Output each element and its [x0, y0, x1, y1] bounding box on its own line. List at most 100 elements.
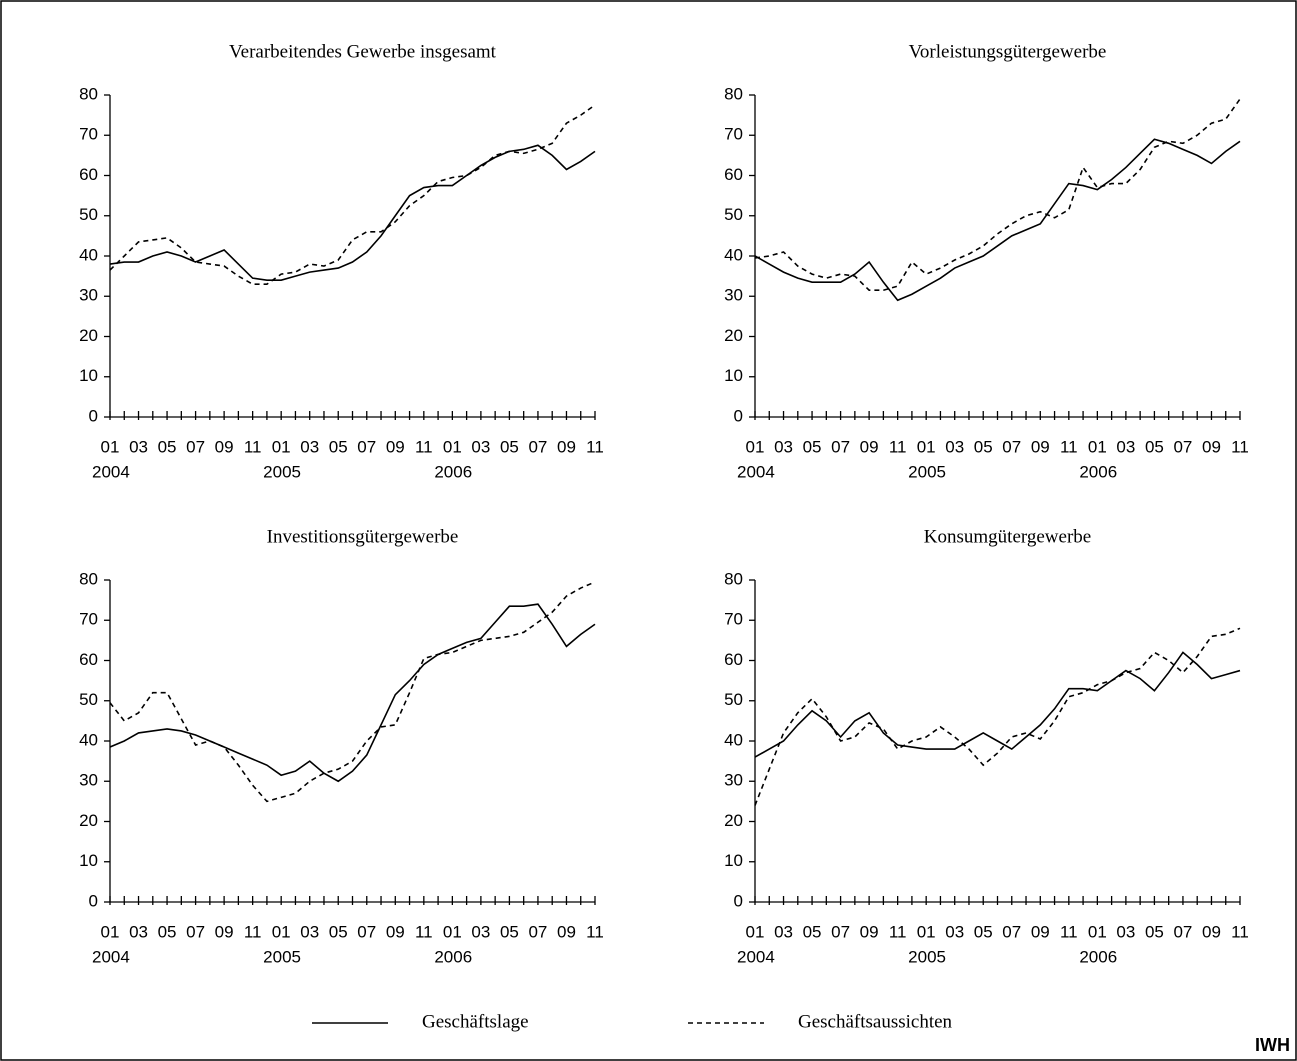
x-tick-label: 09 — [557, 922, 576, 941]
x-tick-label: 07 — [1173, 922, 1192, 941]
y-tick-label: 40 — [724, 245, 743, 264]
year-label: 2006 — [434, 947, 472, 966]
year-label: 2004 — [737, 462, 775, 481]
x-tick-label: 11 — [415, 922, 433, 941]
y-tick-label: 0 — [734, 891, 743, 910]
x-tick-label: 03 — [1116, 437, 1135, 456]
year-label: 2004 — [92, 947, 130, 966]
x-tick-label: 05 — [974, 922, 993, 941]
x-tick-label: 07 — [831, 922, 850, 941]
y-tick-label: 70 — [79, 610, 98, 629]
x-tick-label: 05 — [1145, 922, 1164, 941]
y-tick-label: 40 — [79, 730, 98, 749]
x-tick-label: 11 — [586, 437, 604, 456]
x-tick-label: 05 — [803, 922, 822, 941]
legend-label: Geschäftslage — [422, 1011, 529, 1032]
series-line — [109, 144, 596, 281]
x-tick-label: 01 — [443, 437, 462, 456]
panel-title: Verarbeitendes Gewerbe insgesamt — [229, 41, 497, 62]
x-tick-label: 11 — [415, 437, 433, 456]
series-line — [754, 138, 1241, 302]
x-tick-label: 07 — [1173, 437, 1192, 456]
y-tick-label: 30 — [724, 286, 743, 305]
y-tick-label: 10 — [724, 851, 743, 870]
year-label: 2006 — [1079, 947, 1117, 966]
panel-title: Vorleistungsgütergewerbe — [909, 41, 1107, 62]
x-tick-label: 11 — [1060, 922, 1078, 941]
x-tick-label: 11 — [889, 922, 907, 941]
x-tick-label: 07 — [831, 437, 850, 456]
x-tick-label: 01 — [101, 437, 120, 456]
year-label: 2005 — [263, 947, 301, 966]
x-tick-label: 03 — [300, 437, 319, 456]
x-tick-label: 03 — [774, 437, 793, 456]
x-tick-label: 03 — [300, 922, 319, 941]
x-tick-label: 07 — [186, 437, 205, 456]
year-label: 2005 — [908, 947, 946, 966]
x-tick-label: 01 — [1088, 922, 1107, 941]
x-tick-label: 11 — [244, 922, 262, 941]
x-tick-label: 09 — [1202, 437, 1221, 456]
x-tick-label: 01 — [746, 922, 765, 941]
source: IWH — [1255, 1035, 1290, 1055]
x-tick-label: 05 — [803, 437, 822, 456]
x-tick-label: 03 — [471, 922, 490, 941]
x-tick-label: 09 — [1031, 922, 1050, 941]
panel-title: Konsumgütergewerbe — [924, 526, 1091, 547]
year-label: 2004 — [737, 947, 775, 966]
x-tick-label: 07 — [528, 437, 547, 456]
y-tick-label: 70 — [79, 125, 98, 144]
x-tick-label: 01 — [746, 437, 765, 456]
x-tick-label: 07 — [357, 437, 376, 456]
series-line — [754, 627, 1241, 806]
year-label: 2004 — [92, 462, 130, 481]
year-label: 2006 — [434, 462, 472, 481]
series-line — [109, 104, 596, 285]
x-tick-label: 11 — [1231, 922, 1249, 941]
series-line — [109, 581, 596, 803]
x-tick-label: 09 — [860, 437, 879, 456]
y-tick-label: 70 — [724, 610, 743, 629]
year-label: 2005 — [908, 462, 946, 481]
x-tick-label: 09 — [215, 437, 234, 456]
y-tick-label: 10 — [79, 851, 98, 870]
panel-title: Investitionsgütergewerbe — [267, 526, 459, 547]
y-tick-label: 20 — [79, 326, 98, 345]
x-tick-label: 05 — [1145, 437, 1164, 456]
y-tick-label: 30 — [724, 771, 743, 790]
x-tick-label: 03 — [129, 437, 148, 456]
x-tick-label: 01 — [272, 922, 291, 941]
x-tick-label: 09 — [215, 922, 234, 941]
x-tick-label: 05 — [329, 437, 348, 456]
y-tick-label: 50 — [79, 205, 98, 224]
y-tick-label: 20 — [724, 326, 743, 345]
x-tick-label: 05 — [500, 922, 519, 941]
x-tick-label: 03 — [774, 922, 793, 941]
x-tick-label: 03 — [1116, 922, 1135, 941]
x-tick-label: 07 — [357, 922, 376, 941]
x-tick-label: 11 — [1060, 437, 1078, 456]
x-tick-label: 11 — [244, 437, 262, 456]
x-tick-label: 05 — [500, 437, 519, 456]
x-tick-label: 09 — [386, 922, 405, 941]
y-tick-label: 50 — [724, 205, 743, 224]
x-tick-label: 01 — [101, 922, 120, 941]
x-tick-label: 09 — [386, 437, 405, 456]
x-tick-label: 03 — [471, 437, 490, 456]
y-tick-label: 60 — [724, 650, 743, 669]
x-tick-label: 07 — [1002, 922, 1021, 941]
y-tick-label: 30 — [79, 771, 98, 790]
y-tick-label: 40 — [724, 730, 743, 749]
x-tick-label: 01 — [917, 922, 936, 941]
y-tick-label: 30 — [79, 286, 98, 305]
x-tick-label: 09 — [1031, 437, 1050, 456]
y-tick-label: 80 — [79, 84, 98, 103]
y-tick-label: 40 — [79, 245, 98, 264]
y-tick-label: 50 — [724, 690, 743, 709]
y-tick-label: 0 — [734, 406, 743, 425]
x-tick-label: 09 — [1202, 922, 1221, 941]
x-tick-label: 01 — [272, 437, 291, 456]
x-tick-label: 01 — [1088, 437, 1107, 456]
x-tick-label: 09 — [860, 922, 879, 941]
y-tick-label: 80 — [724, 84, 743, 103]
